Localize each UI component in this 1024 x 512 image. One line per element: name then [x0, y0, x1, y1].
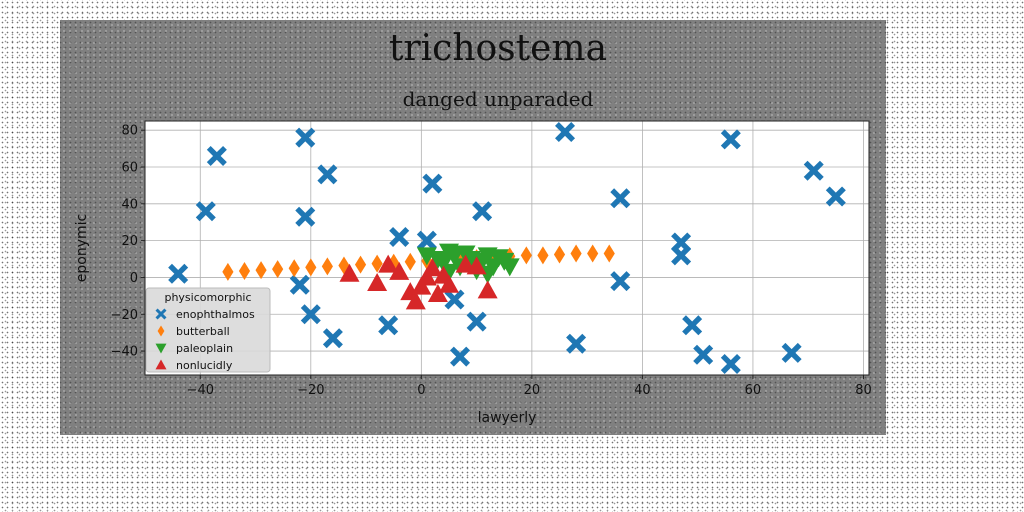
data-point-butterball — [587, 244, 599, 263]
data-point-nonlucidly — [438, 274, 459, 293]
data-point-enophthalmos — [317, 164, 338, 185]
x-tick-label: 0 — [417, 383, 425, 398]
data-point-enophthalmos — [206, 145, 227, 166]
data-point-enophthalmos — [450, 346, 471, 367]
data-point-nonlucidly — [466, 256, 487, 275]
data-point-butterball — [404, 252, 416, 271]
legend-label-paleoplain: paleoplain — [176, 342, 233, 355]
x-axis-label: lawyerly — [478, 410, 537, 426]
y-axis-label: eponymic — [74, 214, 90, 282]
data-point-nonlucidly — [477, 280, 498, 299]
data-point-enophthalmos — [416, 230, 437, 251]
legend-title: physicomorphic — [164, 291, 251, 304]
data-point-enophthalmos — [168, 263, 189, 284]
data-point-enophthalmos — [422, 173, 443, 194]
chart-title: trichostema — [389, 28, 607, 69]
data-point-enophthalmos — [322, 328, 343, 349]
x-tick-label: 60 — [745, 383, 762, 398]
data-point-nonlucidly — [405, 291, 426, 310]
series-nonlucidly — [339, 254, 498, 310]
data-point-nonlucidly — [389, 261, 410, 280]
y-tick-label: 60 — [121, 161, 138, 176]
data-point-butterball — [238, 262, 251, 281]
data-point-enophthalmos — [720, 129, 741, 150]
y-tick-label: 80 — [121, 124, 138, 139]
data-point-enophthalmos — [671, 245, 692, 266]
data-point-enophthalmos — [300, 304, 321, 325]
data-point-butterball — [321, 257, 333, 276]
data-point-butterball — [354, 255, 367, 274]
chart-subtitle: danged unparaded — [403, 87, 594, 111]
data-point-nonlucidly — [378, 254, 399, 273]
y-tick-label: 40 — [121, 197, 138, 212]
data-point-enophthalmos — [389, 226, 410, 247]
data-point-enophthalmos — [566, 333, 587, 354]
data-point-nonlucidly — [416, 267, 437, 286]
data-point-butterball — [553, 245, 566, 264]
data-point-butterball — [222, 262, 234, 281]
plot-border — [144, 120, 870, 376]
y-tick-label: 20 — [121, 234, 138, 249]
axis-ticks: −40 −20 0 20 40 60 80 −40 −20 0 20 40 60 80 — [111, 124, 872, 398]
data-point-enophthalmos — [295, 206, 316, 227]
data-point-nonlucidly — [339, 263, 360, 282]
data-point-butterball — [371, 254, 383, 273]
data-point-butterball — [288, 259, 300, 278]
figure-frame: trichostema danged unparaded −40 −20 0 20 40… — [60, 20, 886, 435]
data-point-butterball — [603, 244, 615, 263]
data-point-enophthalmos — [295, 127, 316, 148]
scatter-chart: trichostema danged unparaded −40 −20 0 20 40… — [74, 28, 872, 426]
legend-label-enophthalmos: enophthalmos — [176, 308, 255, 321]
x-tick-label: 40 — [634, 383, 651, 398]
legend-marker-paleoplain — [155, 343, 167, 354]
data-point-nonlucidly — [422, 258, 443, 277]
data-point-butterball — [305, 258, 317, 277]
x-tick-label: 20 — [524, 383, 541, 398]
data-point-enophthalmos — [693, 344, 714, 365]
data-point-enophthalmos — [720, 353, 741, 374]
data-point-enophthalmos — [825, 186, 846, 207]
x-tick-label: −40 — [187, 383, 214, 398]
data-marks — [168, 122, 846, 374]
legend-label-butterball: butterball — [176, 325, 230, 338]
data-point-nonlucidly — [411, 276, 432, 295]
data-point-butterball — [272, 260, 284, 279]
data-point-enophthalmos — [378, 315, 399, 336]
data-point-enophthalmos — [195, 201, 216, 222]
series-enophthalmos — [168, 122, 846, 374]
data-point-enophthalmos — [682, 315, 703, 336]
data-point-enophthalmos — [610, 188, 631, 209]
y-tick-label: −40 — [111, 345, 138, 360]
data-point-enophthalmos — [466, 311, 487, 332]
data-point-enophthalmos — [610, 271, 631, 292]
data-point-nonlucidly — [367, 272, 388, 291]
data-point-butterball — [255, 261, 267, 280]
data-point-nonlucidly — [427, 284, 448, 303]
x-tick-label: −20 — [297, 383, 324, 398]
data-point-butterball — [520, 246, 532, 265]
data-point-enophthalmos — [555, 122, 576, 143]
legend-label-nonlucidly: nonlucidly — [176, 359, 233, 372]
legend-marker-enophthalmos — [155, 308, 167, 320]
data-point-butterball — [537, 246, 549, 265]
y-tick-label: −20 — [111, 308, 138, 323]
data-point-enophthalmos — [472, 201, 493, 222]
legend-box — [145, 287, 271, 373]
legend-marker-nonlucidly — [155, 359, 167, 370]
data-point-enophthalmos — [781, 342, 802, 363]
data-point-butterball — [570, 244, 582, 263]
data-point-enophthalmos — [289, 274, 310, 295]
series-paleoplain — [416, 243, 520, 284]
x-tick-label: 80 — [855, 383, 872, 398]
legend-entries: enophthalmos butterball paleoplain nonlucid… — [155, 308, 255, 372]
legend: physicomorphic enophthalmos butterball pal… — [145, 287, 271, 373]
y-tick-label: 0 — [130, 271, 138, 286]
data-point-enophthalmos — [444, 289, 465, 310]
data-point-enophthalmos — [803, 160, 824, 181]
data-point-paleoplain — [499, 258, 520, 277]
legend-marker-butterball — [157, 325, 165, 337]
